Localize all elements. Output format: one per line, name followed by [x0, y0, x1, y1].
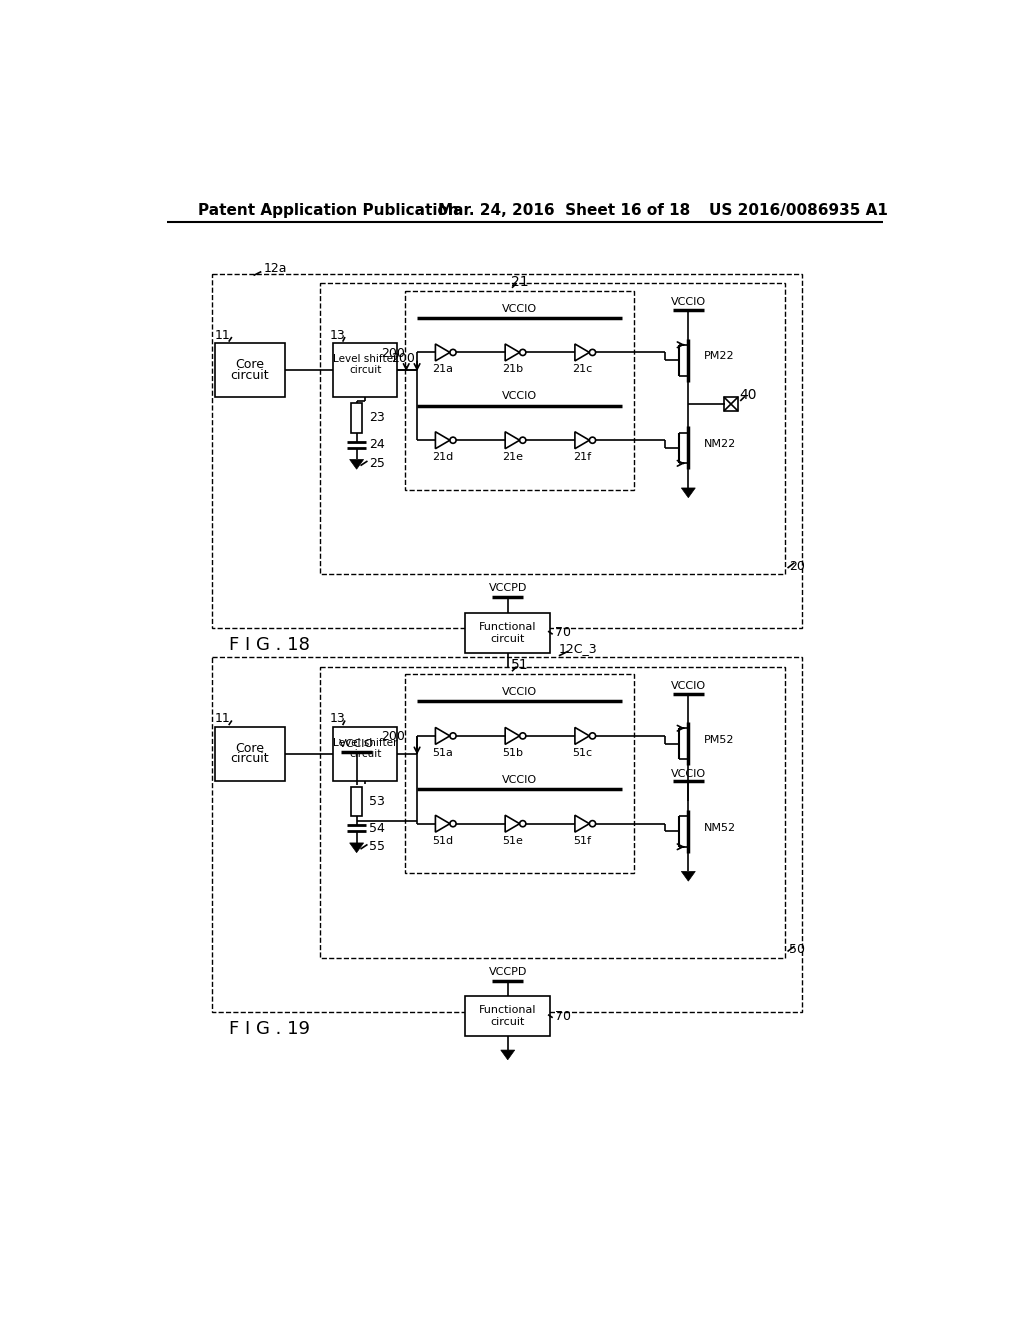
Text: 13: 13 — [330, 713, 345, 726]
Text: 50: 50 — [790, 944, 805, 957]
Text: NM22: NM22 — [703, 440, 736, 449]
Text: 55: 55 — [369, 841, 385, 853]
Text: 200: 200 — [391, 352, 415, 366]
Text: VCCIO: VCCIO — [502, 391, 538, 401]
Text: 11: 11 — [215, 713, 230, 726]
Text: 12C_3: 12C_3 — [558, 642, 597, 655]
Text: VCCPD: VCCPD — [488, 966, 527, 977]
Bar — [212, 657, 802, 1011]
Text: 200: 200 — [382, 347, 406, 360]
Bar — [465, 612, 550, 653]
Polygon shape — [501, 1051, 515, 1060]
Text: VCCIO: VCCIO — [502, 775, 538, 785]
Text: 21d: 21d — [432, 453, 454, 462]
Text: Level shifter: Level shifter — [333, 738, 397, 748]
Polygon shape — [349, 459, 364, 469]
Text: 23: 23 — [369, 412, 385, 425]
Bar — [321, 667, 785, 958]
Text: VCCIO: VCCIO — [502, 304, 538, 314]
Bar — [465, 997, 550, 1036]
Text: 12a: 12a — [263, 261, 287, 275]
Text: 11: 11 — [215, 329, 230, 342]
Text: F I G . 19: F I G . 19 — [228, 1019, 309, 1038]
Text: circuit: circuit — [230, 752, 269, 766]
Text: US 2016/0086935 A1: US 2016/0086935 A1 — [710, 203, 888, 218]
Text: circuit: circuit — [230, 370, 269, 381]
Text: 70: 70 — [555, 626, 571, 639]
Bar — [334, 726, 397, 780]
Text: 21e: 21e — [502, 453, 523, 462]
Text: VCCIO: VCCIO — [339, 739, 374, 750]
Bar — [406, 675, 634, 873]
Text: 21: 21 — [511, 275, 528, 289]
Bar — [334, 343, 397, 397]
Text: PM52: PM52 — [703, 735, 734, 744]
Bar — [215, 726, 285, 780]
Text: circuit: circuit — [490, 634, 525, 644]
Text: 51b: 51b — [502, 748, 523, 758]
Text: VCCIO: VCCIO — [671, 297, 706, 308]
Text: 20: 20 — [790, 560, 805, 573]
Text: 200: 200 — [382, 730, 406, 743]
Bar — [724, 397, 738, 411]
Text: 70: 70 — [555, 1010, 571, 1023]
Text: F I G . 18: F I G . 18 — [228, 636, 309, 653]
Text: PM22: PM22 — [703, 351, 734, 362]
Text: 51c: 51c — [572, 748, 592, 758]
Polygon shape — [681, 871, 695, 882]
Text: circuit: circuit — [349, 366, 381, 375]
Text: NM52: NM52 — [703, 822, 736, 833]
Text: Functional: Functional — [479, 1005, 537, 1015]
Polygon shape — [501, 667, 515, 676]
Bar — [351, 787, 362, 816]
Text: 21b: 21b — [502, 364, 523, 375]
Text: 51: 51 — [511, 659, 528, 672]
Text: 25: 25 — [369, 457, 385, 470]
Text: 21a: 21a — [432, 364, 454, 375]
Bar — [321, 284, 785, 574]
Text: 24: 24 — [369, 438, 385, 451]
Text: 51a: 51a — [432, 748, 453, 758]
Text: Functional: Functional — [479, 622, 537, 631]
Text: 40: 40 — [739, 388, 757, 401]
Text: 21f: 21f — [573, 453, 591, 462]
Polygon shape — [349, 843, 364, 853]
Text: VCCIO: VCCIO — [502, 686, 538, 697]
Text: VCCIO: VCCIO — [671, 681, 706, 690]
Text: Core: Core — [236, 742, 264, 755]
Bar — [212, 275, 802, 628]
Text: Patent Application Publication: Patent Application Publication — [198, 203, 459, 218]
Text: 51e: 51e — [502, 836, 523, 846]
Text: Level shifter: Level shifter — [333, 354, 397, 364]
Text: 21c: 21c — [572, 364, 592, 375]
Bar — [406, 290, 634, 490]
Text: VCCPD: VCCPD — [488, 583, 527, 593]
Polygon shape — [681, 488, 695, 498]
Text: Mar. 24, 2016  Sheet 16 of 18: Mar. 24, 2016 Sheet 16 of 18 — [438, 203, 690, 218]
Text: 13: 13 — [330, 329, 345, 342]
Text: 51f: 51f — [573, 836, 591, 846]
Text: 53: 53 — [369, 795, 385, 808]
Text: Core: Core — [236, 358, 264, 371]
Text: 51d: 51d — [432, 836, 454, 846]
Bar — [215, 343, 285, 397]
Text: circuit: circuit — [490, 1018, 525, 1027]
Text: 54: 54 — [369, 822, 385, 834]
Text: circuit: circuit — [349, 748, 381, 759]
Text: VCCIO: VCCIO — [671, 768, 706, 779]
Bar — [351, 404, 362, 433]
